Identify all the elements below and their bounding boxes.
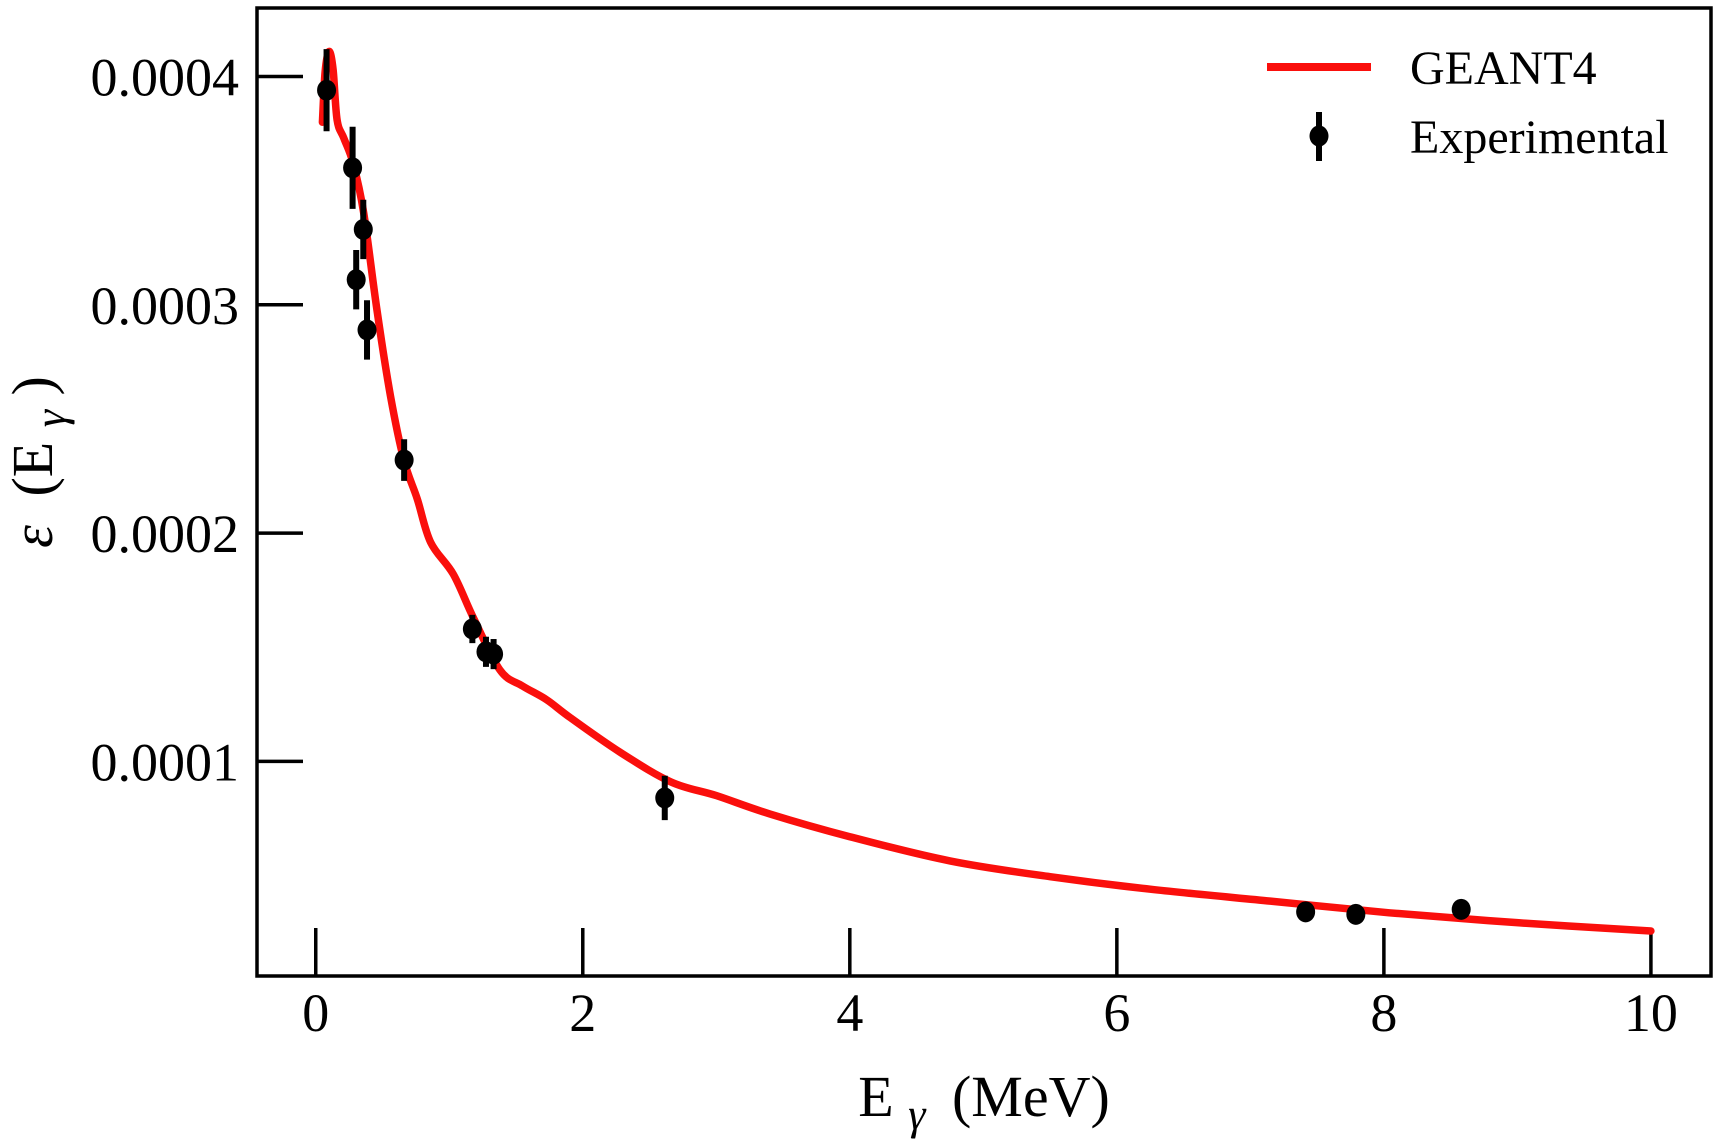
experimental-point	[343, 157, 363, 179]
geant4-curve	[318, 47, 1655, 935]
axis-ticks: 0 2 4 6 8 10 0.0001 0.0002 0.0003 0.0004	[91, 47, 1678, 1043]
y-axis-title-eps: ε	[0, 525, 65, 548]
experimental-point	[462, 618, 482, 640]
y-axis-title: ε (E γ )	[0, 376, 78, 548]
y-tick-label: 0.0002	[91, 504, 240, 564]
experimental-point	[394, 449, 414, 471]
plot-frame	[255, 6, 1713, 978]
experimental-point	[484, 643, 504, 665]
x-tick-label: 8	[1370, 983, 1397, 1043]
legend: GEANT4 Experimental	[1267, 42, 1669, 164]
legend-label-experimental: Experimental	[1410, 111, 1669, 164]
x-tick-label: 4	[836, 983, 863, 1043]
x-axis-title-rest: (MeV)	[952, 1064, 1110, 1129]
x-tick-label: 6	[1103, 983, 1130, 1043]
x-axis-title-sub: γ	[908, 1090, 927, 1139]
experimental-point	[1346, 903, 1366, 925]
y-axis-title-open: (E	[0, 442, 65, 497]
legend-experimental-marker-swatch	[1309, 125, 1329, 147]
experimental-point	[1451, 898, 1471, 920]
legend-label-geant4: GEANT4	[1410, 42, 1597, 95]
experimental-point	[346, 269, 366, 291]
geant4-curve-path	[318, 47, 1655, 935]
x-tick-label: 10	[1624, 983, 1678, 1043]
experimental-point	[1296, 901, 1316, 923]
x-axis-title-base: E	[858, 1064, 893, 1129]
x-tick-label: 2	[569, 983, 596, 1043]
experimental-point	[357, 319, 377, 341]
experimental-point	[655, 787, 675, 809]
y-tick-label: 0.0004	[91, 47, 240, 107]
x-tick-label: 0	[302, 983, 329, 1043]
y-tick-label: 0.0001	[91, 732, 240, 792]
plot-area	[257, 8, 1711, 976]
y-axis-title-close: )	[0, 376, 65, 395]
experimental-point	[317, 79, 337, 101]
experimental-point	[353, 218, 373, 240]
experimental-points	[317, 49, 1471, 925]
y-axis-title-sub: γ	[26, 408, 75, 427]
y-tick-label: 0.0003	[91, 276, 240, 336]
x-axis-title: E γ (MeV)	[858, 1064, 1110, 1139]
